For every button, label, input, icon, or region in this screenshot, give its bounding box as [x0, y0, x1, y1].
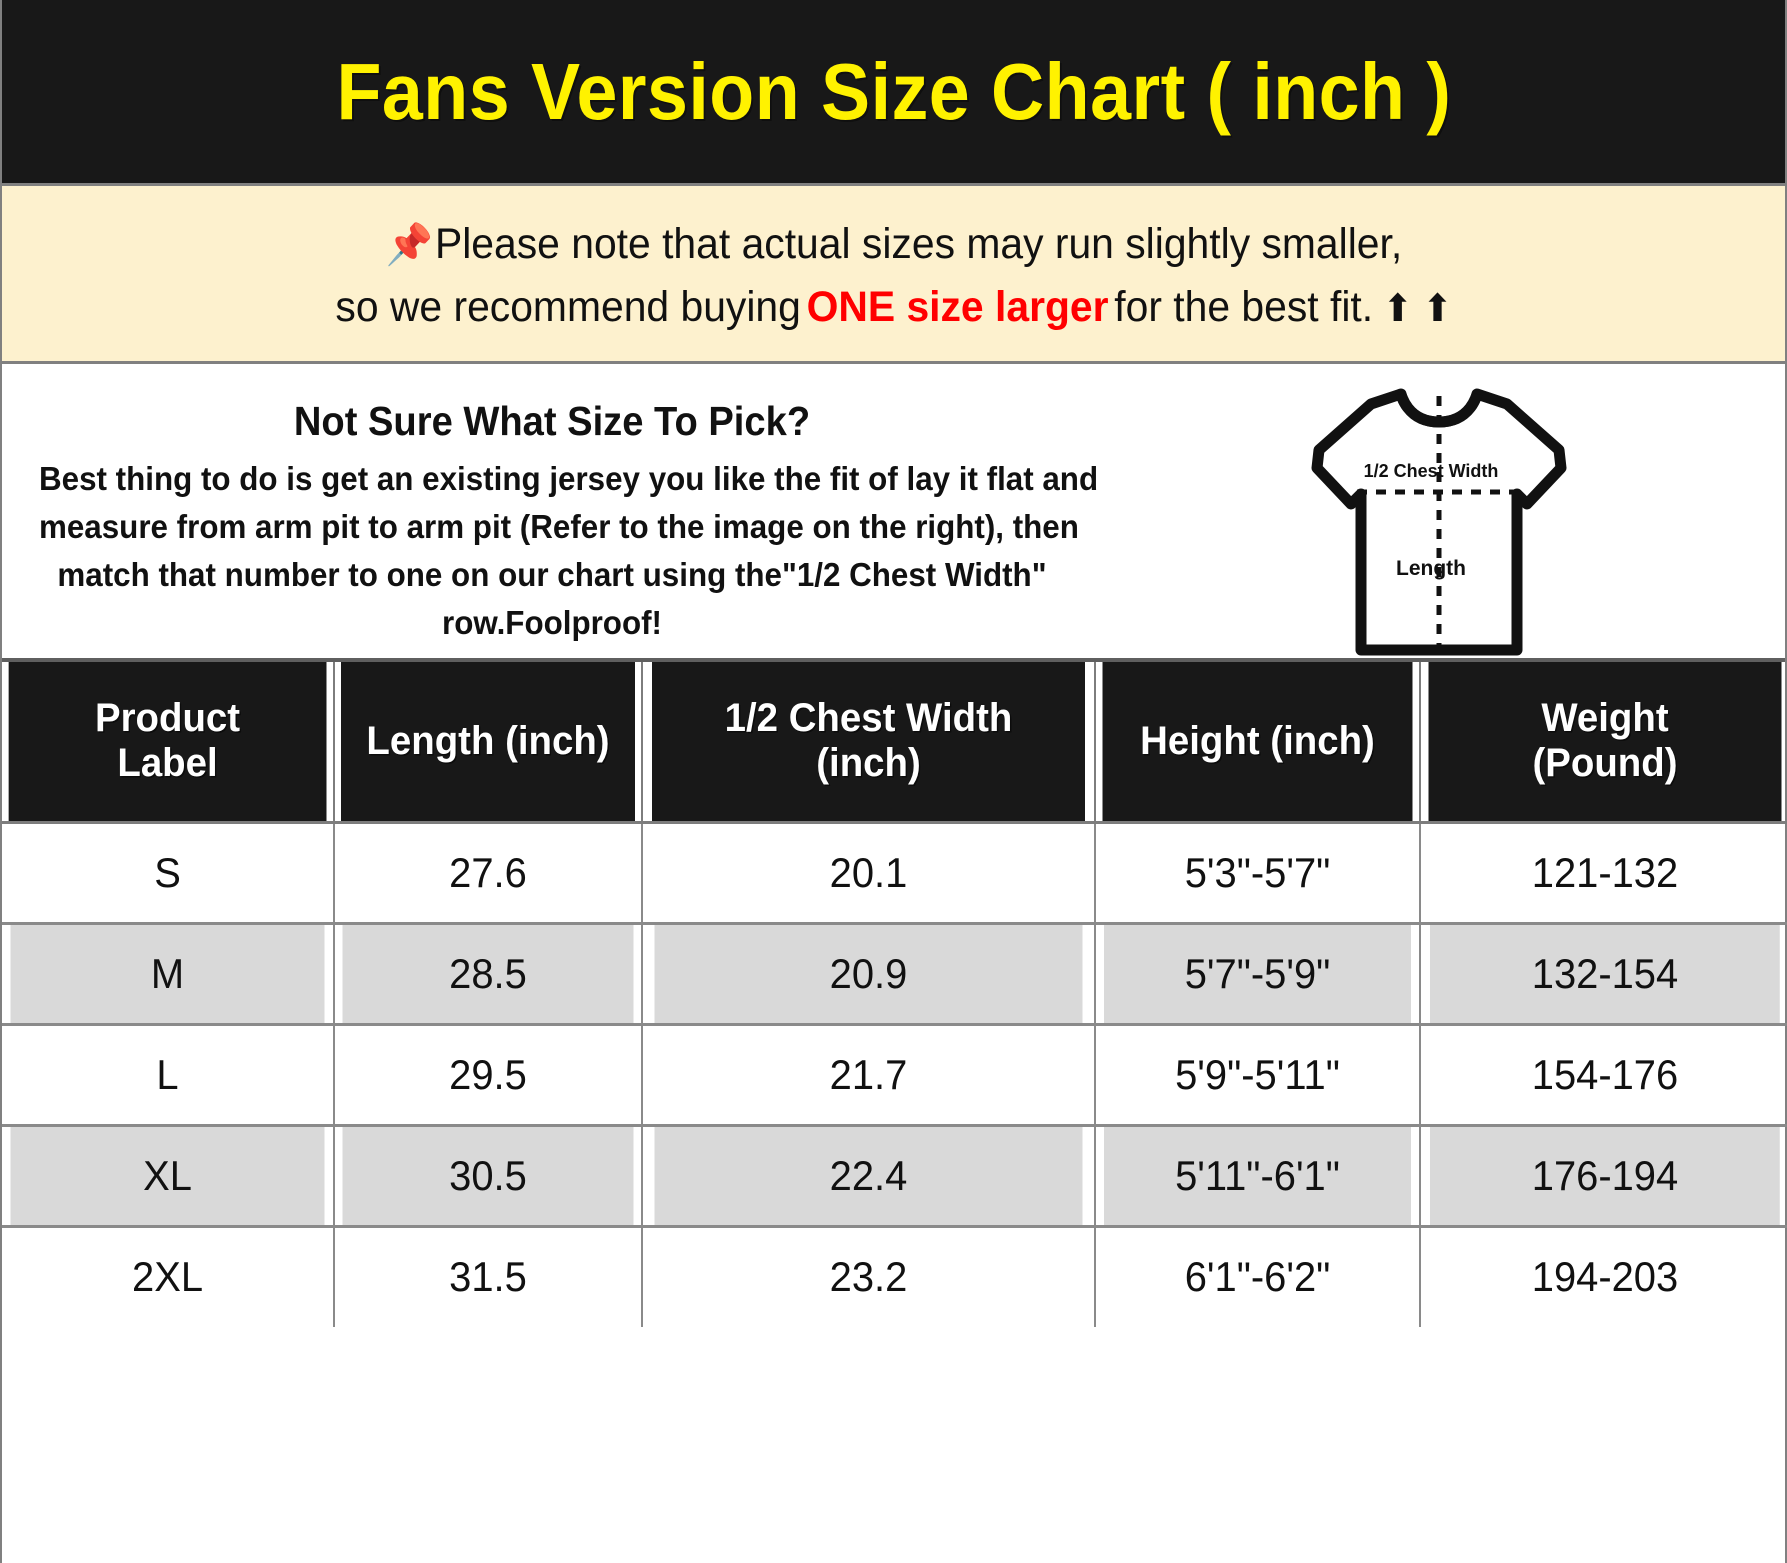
cell-length: 28.5: [341, 923, 636, 1026]
table-row: 2XL 31.5 23.2 6'1"-6'2" 194-203: [2, 1226, 1787, 1327]
arrow-up-icon-2: ⬆: [1421, 287, 1453, 330]
header-weight-line2: (Pound): [1532, 741, 1678, 786]
header-height-line1: Height (inch): [1140, 718, 1375, 763]
header-weight-line1: Weight: [1541, 696, 1669, 741]
cell-weight: 154-176: [1429, 1024, 1780, 1127]
size-table-body: S 27.6 20.1 5'3"-5'7" 121-132 M 28.5 20.…: [2, 822, 1787, 1327]
cell-length: 27.6: [341, 822, 636, 925]
note-line-2-suffix: for the best fit.: [1113, 282, 1373, 331]
page-title: Fans Version Size Chart ( inch ): [336, 46, 1451, 136]
measurement-help-section: Not Sure What Size To Pick? Best thing t…: [2, 364, 1785, 662]
arrow-up-icon-1: ⬆: [1382, 287, 1413, 330]
tshirt-diagram-icon: 1/2 Chest Width Length: [1311, 388, 1566, 656]
cell-length: 31.5: [341, 1226, 636, 1327]
cell-chest-width: 20.1: [653, 822, 1085, 925]
cell-height: 5'3"-5'7": [1103, 822, 1413, 925]
cell-weight: 176-194: [1429, 1125, 1780, 1228]
cell-product-label: S: [10, 822, 327, 925]
cell-product-label: 2XL: [10, 1226, 327, 1327]
cell-height: 5'11"-6'1": [1103, 1125, 1413, 1228]
table-row: S 27.6 20.1 5'3"-5'7" 121-132: [2, 822, 1787, 925]
help-body-line-4: row.Foolproof!: [442, 603, 662, 641]
cell-weight: 132-154: [1429, 923, 1780, 1026]
header-weight: Weight (Pound): [1427, 662, 1782, 824]
cell-weight: 121-132: [1429, 822, 1780, 925]
cell-chest-width: 21.7: [653, 1024, 1085, 1127]
measurement-help-text: Not Sure What Size To Pick? Best thing t…: [2, 380, 1099, 646]
cell-height: 6'1"-6'2": [1103, 1226, 1413, 1327]
header-chest-width-line2: (inch): [816, 741, 921, 786]
table-header-row: Product Label Length (inch) 1/2 Chest Wi…: [2, 662, 1787, 824]
table-row: XL 30.5 22.4 5'11"-6'1" 176-194: [2, 1125, 1787, 1228]
cell-product-label: XL: [10, 1125, 327, 1228]
header-length-line1: Length (inch): [366, 718, 610, 763]
note-line-2-prefix: so we recommend buying: [334, 282, 801, 331]
length-label: Length: [1396, 557, 1466, 580]
chart-title-bar: Fans Version Size Chart ( inch ): [2, 0, 1785, 186]
header-height: Height (inch): [1101, 662, 1415, 824]
header-length: Length (inch): [340, 662, 637, 824]
note-line-1-text: Please note that actual sizes may run sl…: [434, 220, 1402, 269]
size-table: Product Label Length (inch) 1/2 Chest Wi…: [2, 662, 1787, 1327]
cell-length: 29.5: [341, 1024, 636, 1127]
header-product-label: Product Label: [8, 662, 329, 824]
table-row: L 29.5 21.7 5'9"-5'11" 154-176: [2, 1024, 1787, 1127]
pushpin-icon: 📌: [385, 223, 433, 268]
chest-width-label: 1/2 Chest Width: [1363, 461, 1498, 481]
cell-product-label: M: [10, 923, 327, 1026]
header-product-label-line1: Product: [94, 696, 241, 741]
note-line-1: 📌 Please note that actual sizes may run …: [385, 213, 1401, 275]
header-chest-width-line1: 1/2 Chest Width: [724, 696, 1013, 741]
header-chest-width: 1/2 Chest Width (inch): [651, 662, 1087, 824]
cell-weight: 194-203: [1429, 1226, 1780, 1327]
size-note-banner: 📌 Please note that actual sizes may run …: [2, 186, 1785, 364]
table-row: M 28.5 20.9 5'7"-5'9" 132-154: [2, 923, 1787, 1026]
cell-chest-width: 20.9: [653, 923, 1085, 1026]
cell-chest-width: 23.2: [653, 1226, 1085, 1327]
note-emphasis: ONE size larger: [806, 282, 1109, 331]
cell-length: 30.5: [341, 1125, 636, 1228]
help-heading: Not Sure What Size To Pick?: [293, 398, 811, 444]
cell-product-label: L: [10, 1024, 327, 1127]
help-body-line-2: measure from arm pit to arm pit (Refer t…: [39, 507, 1079, 545]
shirt-diagram-wrap: 1/2 Chest Width Length: [1092, 380, 1785, 660]
help-body-line-1: Best thing to do is get an existing jers…: [39, 460, 1099, 497]
header-product-label-line2: Label: [117, 741, 218, 786]
cell-chest-width: 22.4: [653, 1125, 1085, 1228]
help-body: Best thing to do is get an existing jers…: [39, 455, 1099, 646]
note-line-2: so we recommend buying ONE size larger f…: [335, 276, 1452, 338]
cell-height: 5'9"-5'11": [1103, 1024, 1413, 1127]
help-body-line-3: match that number to one on our chart us…: [57, 555, 1047, 593]
cell-height: 5'7"-5'9": [1103, 923, 1413, 1026]
